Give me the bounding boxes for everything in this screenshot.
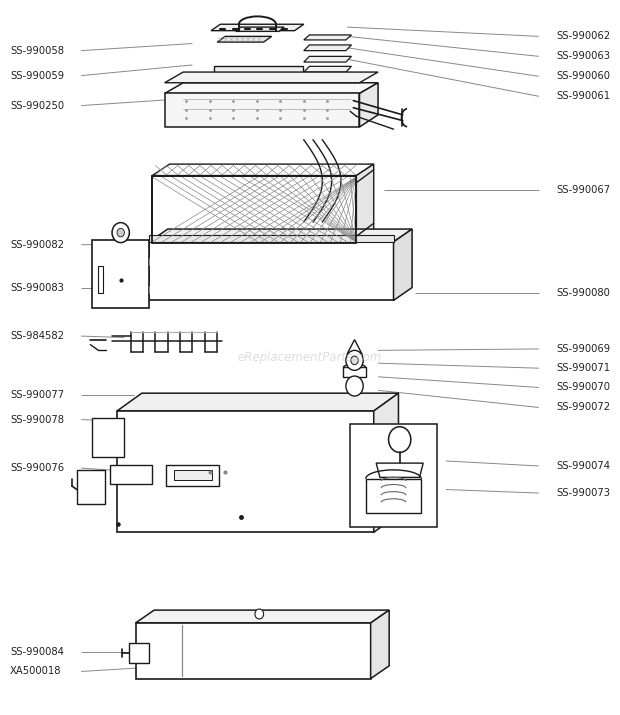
Polygon shape [167, 465, 219, 486]
Polygon shape [217, 36, 272, 42]
Circle shape [117, 228, 125, 237]
Text: SS-990078: SS-990078 [10, 415, 64, 425]
Polygon shape [304, 66, 352, 72]
Polygon shape [366, 479, 422, 513]
Polygon shape [149, 235, 394, 242]
Text: SS-990083: SS-990083 [10, 283, 64, 293]
Polygon shape [130, 643, 149, 663]
Polygon shape [92, 418, 125, 458]
Circle shape [351, 356, 358, 365]
Polygon shape [374, 393, 399, 533]
Polygon shape [350, 424, 437, 528]
Polygon shape [211, 24, 304, 31]
Polygon shape [99, 266, 104, 293]
Circle shape [255, 609, 264, 619]
Text: SS-990061: SS-990061 [556, 92, 610, 102]
Text: SS-990060: SS-990060 [556, 72, 610, 82]
Text: SS-990071: SS-990071 [556, 363, 610, 373]
Polygon shape [347, 340, 362, 354]
Text: SS-990084: SS-990084 [10, 646, 64, 656]
Polygon shape [165, 94, 360, 127]
Polygon shape [110, 465, 152, 484]
Text: SS-990063: SS-990063 [556, 51, 610, 61]
Polygon shape [149, 229, 412, 242]
Text: SS-990058: SS-990058 [10, 46, 64, 56]
Text: SS-990059: SS-990059 [10, 71, 64, 81]
Polygon shape [165, 83, 378, 94]
Text: SS-990072: SS-990072 [556, 403, 610, 413]
Polygon shape [343, 368, 366, 377]
Polygon shape [165, 72, 378, 83]
Text: SS-990250: SS-990250 [10, 101, 64, 111]
Polygon shape [236, 27, 284, 31]
Circle shape [346, 376, 363, 396]
Polygon shape [356, 164, 374, 243]
Polygon shape [304, 35, 352, 40]
Polygon shape [153, 164, 374, 175]
Text: SS-990069: SS-990069 [556, 344, 610, 354]
Polygon shape [77, 470, 105, 504]
Circle shape [112, 222, 130, 242]
Polygon shape [394, 229, 412, 300]
Text: SS-984582: SS-984582 [10, 331, 64, 341]
Polygon shape [371, 610, 389, 679]
Text: SS-990077: SS-990077 [10, 390, 64, 400]
Text: SS-990074: SS-990074 [556, 461, 610, 471]
Text: SS-990080: SS-990080 [556, 288, 610, 298]
Text: eReplacementParts.com: eReplacementParts.com [238, 351, 382, 364]
Polygon shape [214, 66, 303, 76]
Polygon shape [153, 175, 356, 243]
Text: SS-990073: SS-990073 [556, 488, 610, 498]
Circle shape [350, 381, 359, 391]
Polygon shape [304, 56, 352, 62]
Polygon shape [136, 610, 389, 623]
Polygon shape [92, 240, 149, 307]
Polygon shape [136, 623, 371, 679]
Polygon shape [117, 411, 374, 533]
Text: SS-990062: SS-990062 [556, 31, 610, 41]
Polygon shape [304, 45, 352, 51]
Polygon shape [149, 242, 394, 300]
Text: SS-990070: SS-990070 [556, 383, 610, 393]
Polygon shape [376, 463, 423, 478]
Circle shape [346, 350, 363, 370]
Polygon shape [117, 393, 399, 411]
Text: SS-990067: SS-990067 [556, 184, 610, 194]
Polygon shape [174, 470, 211, 480]
Text: XA500018: XA500018 [10, 666, 61, 676]
Circle shape [389, 427, 411, 453]
Text: SS-990082: SS-990082 [10, 240, 64, 250]
Text: SS-990076: SS-990076 [10, 463, 64, 473]
Polygon shape [360, 83, 378, 127]
